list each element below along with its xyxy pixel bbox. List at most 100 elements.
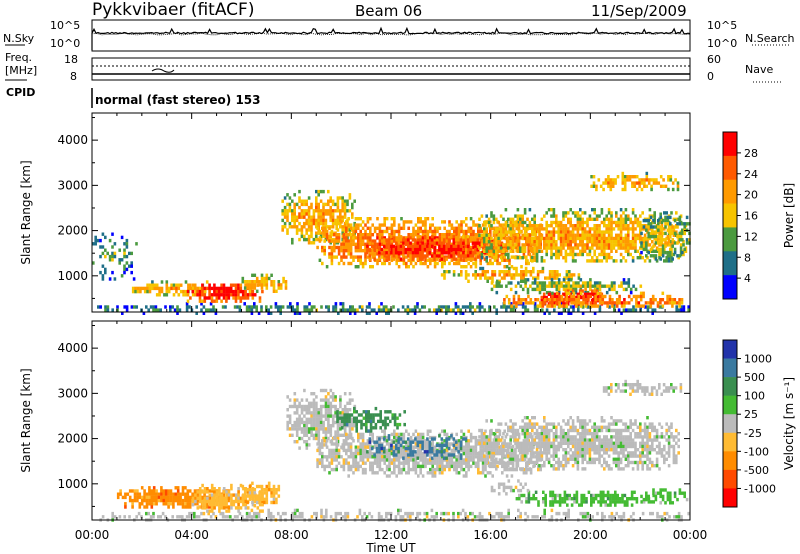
power-cell [438,254,441,258]
power-cell [405,236,408,240]
power-cell [315,218,318,223]
power-cell [330,258,334,262]
power-cell [239,296,243,300]
power-cell [409,220,413,224]
power-cell [478,217,481,221]
power-cell [443,276,446,280]
power-cell [442,251,446,255]
power-cell [563,276,566,280]
velocity-cell [315,417,318,421]
power-cell [615,211,618,215]
power-cell [319,189,323,194]
power-cell [647,222,650,226]
power-cell [474,233,478,237]
power-cell [323,252,326,256]
velocity-cell [202,511,206,516]
power-cell [288,205,292,210]
velocity-cell [270,494,273,498]
power-cell [632,284,635,288]
power-cell [562,246,565,250]
velocity-cell [533,515,537,519]
power-cell [251,280,254,284]
power-cell [613,287,616,292]
velocity-cell [198,505,202,509]
power-cell [490,211,493,215]
power-cell [523,249,527,253]
velocity-cell [230,503,233,507]
power-cell [260,283,264,287]
velocity-cell [395,435,398,440]
power-cell [328,252,331,256]
velocity-cell [137,511,141,516]
power-cell [457,261,461,266]
velocity-cell [335,467,338,472]
power-cell [345,236,348,240]
power-cell [629,243,632,247]
velocity-cell [390,451,394,456]
power-cell [345,226,348,230]
velocity-cell [321,455,324,459]
power-cell [512,298,516,302]
power-cell [672,233,676,237]
velocity-cell [243,491,247,495]
power-cell [209,308,213,312]
power-cell [559,230,563,234]
power-cell [445,270,449,274]
power-cell [220,299,223,303]
power-cell [337,233,341,237]
power-cell [521,217,524,221]
power-cell [645,178,649,182]
velocity-cell [257,511,261,516]
power-cell [672,227,676,231]
power-cell [583,236,587,241]
power-cell [555,284,559,288]
power-cell [600,243,604,247]
power-cell [283,215,287,219]
power-cell [635,301,638,305]
velocity-cell [331,395,335,399]
power-cell [569,278,573,282]
power-cell [455,233,458,237]
power-cell [272,289,276,293]
power-cell [582,298,585,302]
power-cell [111,258,114,262]
power-cell [154,308,158,312]
power-cell [440,251,444,255]
power-cell [394,247,398,252]
power-cell [645,175,649,179]
power-cell [416,244,420,249]
power-cell [357,249,360,253]
power-cell [313,305,316,309]
velocity-cell [352,451,355,456]
power-cell [239,289,243,294]
power-cell [658,249,661,253]
power-cell [123,305,126,309]
power-cell [312,212,316,216]
power-cell [570,294,573,299]
power-cell [535,259,539,263]
velocity-cell [617,515,621,519]
power-cell [345,220,348,224]
power-cell [388,249,391,253]
power-cell [526,278,530,282]
power-cell [649,215,653,220]
power-cell [364,258,367,262]
power-cell [364,229,367,234]
velocity-cell [349,451,353,456]
power-cell [555,230,558,234]
velocity-cell [330,439,334,443]
velocity-cell [286,424,289,428]
velocity-cell [388,451,391,456]
velocity-cell [237,503,240,507]
velocity-cell [321,439,324,443]
power-cell [586,243,589,247]
power-cell [603,230,606,234]
power-cell [277,280,281,284]
velocity-cell [185,515,189,519]
power-cell [106,251,109,256]
power-cell [505,308,508,312]
power-cell [631,175,634,179]
velocity-cell [325,511,328,516]
velocity-cell [385,464,389,469]
velocity-cell [340,445,343,449]
